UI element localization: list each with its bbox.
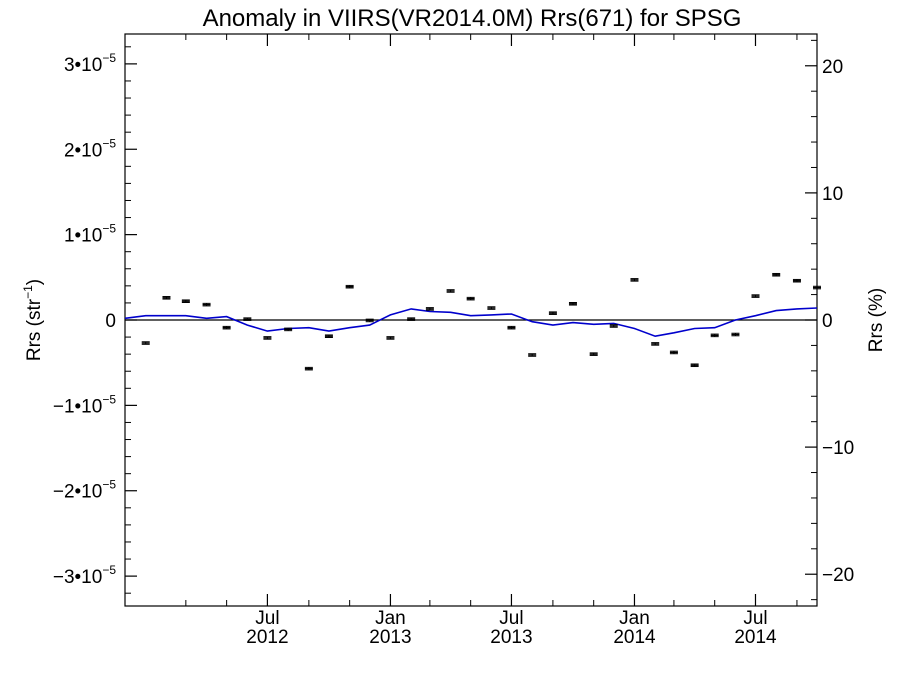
y-axis-left: 3•10−5 2•10−5 1•10−5 0 −1•10−5 −2•10−5 −3•10−5 bbox=[53, 46, 137, 594]
data-point bbox=[609, 324, 618, 328]
data-point bbox=[792, 278, 801, 283]
x-tick-label-year: 2013 bbox=[369, 627, 411, 648]
y-left-tick-label: −1•10−5 bbox=[53, 392, 116, 417]
y-left-tick-label: −2•10−5 bbox=[53, 478, 116, 503]
data-point bbox=[772, 272, 781, 277]
y-right-tick-label: −20 bbox=[822, 565, 854, 586]
data-point bbox=[162, 296, 171, 300]
data-point bbox=[386, 336, 395, 340]
x-tick-label-year: 2012 bbox=[246, 627, 288, 648]
data-point bbox=[507, 325, 516, 330]
x-tick-label-month: Jan bbox=[375, 608, 406, 629]
y-axis-right: 20 10 0 −10 −20 bbox=[805, 39, 854, 601]
data-point bbox=[466, 296, 475, 301]
data-point bbox=[731, 332, 740, 337]
y-right-tick-label: 10 bbox=[822, 184, 843, 205]
y-right-tick-label: −10 bbox=[822, 438, 854, 459]
x-tick-label-year: 2013 bbox=[490, 627, 532, 648]
data-point bbox=[710, 333, 719, 338]
data-point bbox=[284, 327, 293, 332]
y-left-tick-label: −3•10−5 bbox=[53, 563, 116, 588]
data-point bbox=[669, 350, 678, 355]
data-point bbox=[568, 301, 577, 306]
data-point bbox=[425, 307, 434, 311]
x-tick-label-month: Jan bbox=[619, 608, 650, 629]
y-left-tick-label: 1•10−5 bbox=[64, 222, 116, 247]
data-point bbox=[690, 363, 699, 368]
x-tick-label-year: 2014 bbox=[734, 627, 777, 648]
data-point bbox=[263, 336, 272, 340]
y-axis-left-label: Rrs (str−1) bbox=[21, 279, 45, 361]
data-point bbox=[324, 334, 333, 339]
data-point bbox=[528, 353, 537, 357]
smooth-line bbox=[124, 307, 818, 338]
x-tick-label-month: Jul bbox=[743, 608, 767, 629]
data-point bbox=[813, 285, 821, 290]
y-left-tick-label: 2•10−5 bbox=[64, 136, 116, 161]
y-right-tick-label: 0 bbox=[822, 311, 833, 332]
data-point bbox=[365, 318, 374, 323]
data-point bbox=[222, 325, 231, 330]
y-right-tick-label: 20 bbox=[822, 57, 843, 78]
data-point bbox=[243, 317, 252, 321]
data-point bbox=[141, 341, 150, 345]
data-point bbox=[181, 299, 190, 303]
smoothed-line-series bbox=[124, 307, 818, 338]
data-point bbox=[345, 284, 354, 289]
data-point bbox=[548, 311, 557, 315]
y-left-tick-label: 0 bbox=[105, 311, 116, 332]
x-tick-label-year: 2014 bbox=[613, 627, 656, 648]
x-tick-label-month: Jul bbox=[255, 608, 279, 629]
data-point bbox=[751, 294, 760, 298]
data-point bbox=[407, 317, 416, 321]
data-point bbox=[202, 302, 211, 307]
data-point bbox=[304, 366, 313, 371]
y-left-tick-label: 3•10−5 bbox=[64, 51, 116, 76]
data-point bbox=[651, 342, 660, 346]
data-point bbox=[487, 306, 496, 310]
chart-title: Anomaly in VIIRS(VR2014.0M) Rrs(671) for… bbox=[203, 5, 742, 32]
data-point bbox=[630, 278, 639, 282]
y-axis-right-label: Rrs (%) bbox=[866, 288, 887, 352]
x-tick-label-month: Jul bbox=[499, 608, 523, 629]
data-point bbox=[589, 352, 598, 356]
data-point bbox=[446, 289, 455, 293]
point-series bbox=[141, 272, 821, 371]
